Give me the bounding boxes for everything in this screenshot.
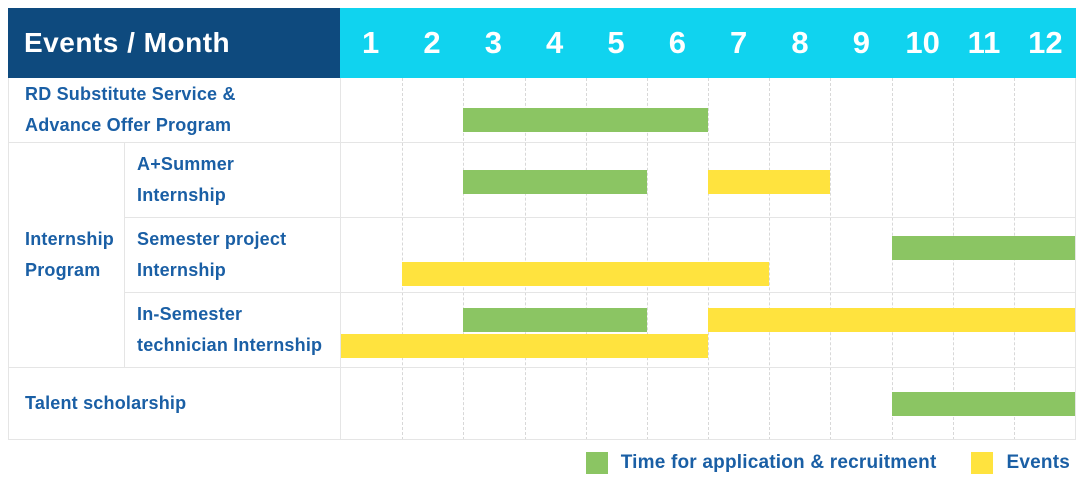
legend-label: Time for application & recruitment [620, 452, 937, 473]
row-timeline [341, 78, 1075, 143]
month-header-2: 2 [423, 25, 441, 60]
month-header-4: 4 [546, 25, 564, 60]
month-header-9: 9 [852, 25, 870, 60]
yellow-bar [708, 170, 831, 194]
yellow-bar [341, 334, 708, 358]
month-header-7: 7 [730, 25, 748, 60]
green-bar [463, 308, 647, 332]
legend-swatch-green [585, 452, 608, 474]
month-header-11: 11 [967, 25, 1001, 60]
legend: Time for application & recruitment Events [585, 452, 1070, 474]
table-body: RD Substitute Service & Advance Offer Pr… [8, 78, 1076, 440]
row-label: RD Substitute Service & Advance Offer Pr… [9, 78, 341, 143]
row-label: A+Summer Internship [125, 143, 341, 218]
legend-item-yellow: Events [971, 452, 1070, 474]
row-timeline [341, 143, 1075, 218]
green-bar [891, 392, 1075, 416]
row-label: Semester project Internship [125, 218, 341, 293]
row-label: Talent scholarship [9, 368, 341, 440]
month-header-10: 10 [905, 25, 940, 60]
green-bar [463, 170, 647, 194]
legend-swatch-yellow [971, 452, 994, 474]
yellow-bar [402, 262, 770, 286]
header-title: Events / Month [24, 27, 231, 58]
green-bar [891, 236, 1075, 260]
row-timeline [341, 368, 1075, 440]
month-header-5: 5 [607, 25, 625, 60]
month-header-6: 6 [668, 25, 686, 60]
month-header-8: 8 [791, 25, 809, 60]
green-bar [463, 108, 708, 132]
row-timeline [341, 293, 1075, 368]
legend-item-green: Time for application & recruitment [585, 452, 937, 474]
month-header-row: 1 2 3 4 5 6 7 8 9 10 11 12 [340, 8, 1076, 78]
row-label: In-Semester technician Internship [125, 293, 341, 368]
table-header: Events / Month 1 2 3 4 5 6 7 8 9 10 11 12 [8, 8, 1076, 78]
month-header-3: 3 [484, 25, 502, 60]
group-label-internship-program: Internship Program [9, 143, 125, 368]
month-header-1: 1 [362, 25, 380, 60]
row-timeline [341, 218, 1075, 293]
yellow-bar [708, 308, 1075, 332]
gantt-table: Events / Month 1 2 3 4 5 6 7 8 9 10 11 12 RD Substi… [8, 8, 1076, 440]
header-title-cell: Events / Month [8, 8, 340, 78]
legend-label: Events [1006, 452, 1070, 473]
month-header-12: 12 [1028, 25, 1063, 60]
